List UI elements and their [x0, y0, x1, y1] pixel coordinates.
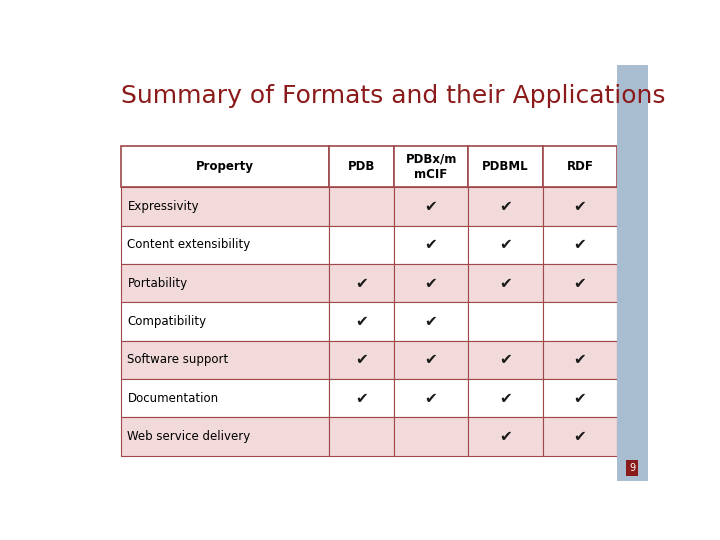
Text: ✔: ✔ [574, 276, 586, 291]
Bar [394, 417, 468, 456]
Bar [543, 226, 617, 264]
Text: Documentation: Documentation [127, 392, 218, 404]
Bar [329, 302, 394, 341]
Bar [468, 302, 543, 341]
Bar [543, 379, 617, 417]
Text: ✔: ✔ [574, 353, 586, 367]
Bar [394, 302, 468, 341]
Bar [329, 379, 394, 417]
Text: ✔: ✔ [499, 353, 512, 367]
Text: ✔: ✔ [425, 199, 438, 214]
Text: ✔: ✔ [355, 353, 368, 367]
Text: RDF: RDF [567, 160, 593, 173]
Bar [468, 187, 543, 226]
Text: ✔: ✔ [425, 390, 438, 406]
Bar [121, 187, 329, 226]
Text: ✔: ✔ [425, 238, 438, 252]
Bar [543, 187, 617, 226]
Bar [543, 146, 617, 187]
Bar [121, 146, 329, 187]
Text: ✔: ✔ [355, 314, 368, 329]
Bar [468, 146, 543, 187]
Text: ✔: ✔ [574, 429, 586, 444]
Bar [468, 417, 543, 456]
Bar [121, 379, 329, 417]
Bar [121, 341, 329, 379]
Bar [468, 264, 543, 302]
Bar [394, 187, 468, 226]
Bar [329, 341, 394, 379]
Text: Summary of Formats and their Applications: Summary of Formats and their Application… [121, 84, 665, 107]
Text: ✔: ✔ [574, 199, 586, 214]
Bar [121, 417, 329, 456]
Bar [329, 187, 394, 226]
Bar [121, 264, 329, 302]
Text: Portability: Portability [127, 276, 187, 290]
Text: ✔: ✔ [425, 276, 438, 291]
Bar [394, 264, 468, 302]
Bar [543, 264, 617, 302]
Bar [329, 417, 394, 456]
Text: ✔: ✔ [499, 238, 512, 252]
Text: ✔: ✔ [355, 390, 368, 406]
Bar [394, 226, 468, 264]
Text: ✔: ✔ [499, 199, 512, 214]
Text: ✔: ✔ [425, 353, 438, 367]
Bar [329, 226, 394, 264]
Text: ✔: ✔ [355, 276, 368, 291]
Bar [617, 65, 648, 481]
Bar [394, 379, 468, 417]
Text: PDB: PDB [348, 160, 375, 173]
Text: PDBx/m
mCIF: PDBx/m mCIF [405, 153, 456, 181]
Bar [121, 302, 329, 341]
Bar [394, 146, 468, 187]
Bar [468, 226, 543, 264]
Text: ✔: ✔ [499, 429, 512, 444]
Text: ✔: ✔ [499, 390, 512, 406]
Text: Content extensibility: Content extensibility [127, 239, 251, 252]
Text: ✔: ✔ [574, 238, 586, 252]
Bar [543, 302, 617, 341]
Text: 9: 9 [629, 463, 636, 473]
Bar [121, 226, 329, 264]
Text: Software support: Software support [127, 353, 229, 366]
Text: ✔: ✔ [499, 276, 512, 291]
Bar [394, 341, 468, 379]
Text: PDBML: PDBML [482, 160, 529, 173]
Text: ✔: ✔ [425, 314, 438, 329]
Bar [329, 264, 394, 302]
Text: Expressivity: Expressivity [127, 200, 199, 213]
Bar [468, 379, 543, 417]
Text: ✔: ✔ [574, 390, 586, 406]
Bar [543, 341, 617, 379]
Text: Web service delivery: Web service delivery [127, 430, 251, 443]
Text: Property: Property [196, 160, 254, 173]
Bar [468, 341, 543, 379]
Bar [329, 146, 394, 187]
Text: Compatibility: Compatibility [127, 315, 207, 328]
Bar [543, 417, 617, 456]
